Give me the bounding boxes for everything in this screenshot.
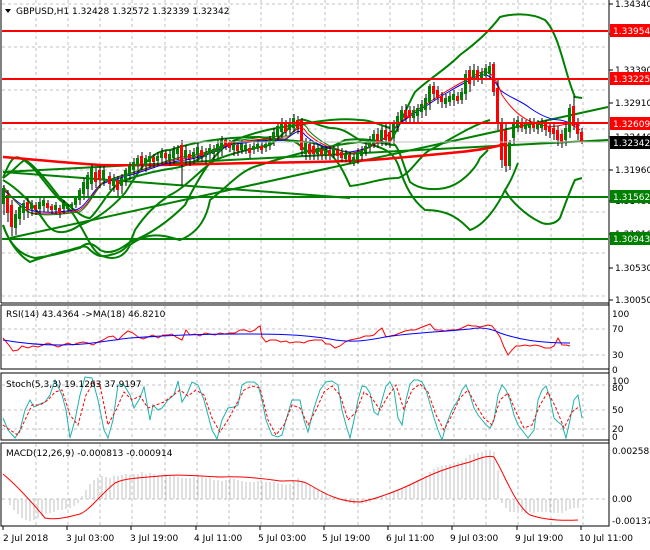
stoch-title: Stoch(5,3,3) 19.1263 37.9197 [6,380,141,390]
level-tag-support-1: 1.31562 [610,190,650,203]
price-grid [2,0,608,302]
svg-text:1.32342: 1.32342 [613,139,650,149]
macd-panel[interactable]: MACD(12,26,9) -0.000813 -0.000914 0.0025… [2,444,650,527]
macd-tick: -0.001376 [612,517,650,527]
macd-tick: 0.002583 [612,447,650,457]
rsi-line [2,323,571,356]
svg-text:1.30943: 1.30943 [613,235,650,245]
panel-frames [0,0,610,527]
time-tick: 9 Jul 03:00 [450,534,499,544]
price-tick: 1.34340 [615,0,650,10]
svg-text:1.33954: 1.33954 [613,27,650,37]
rsi-tick: 30 [612,351,624,361]
time-tick: 10 Jul 11:00 [579,534,633,544]
dropdown-triangle-icon[interactable] [5,9,11,13]
rising-trendline-1 [9,106,609,239]
horizontal-levels [2,30,608,240]
price-tick: 1.31960 [615,166,650,176]
level-tag-support-2: 1.30943 [610,232,650,245]
time-tick: 6 Jul 11:00 [386,534,435,544]
rsi-title: RSI(14) 43.4364 ->MA(18) 46.8210 [6,310,166,320]
time-tick: 5 Jul 03:00 [258,534,307,544]
stoch-grid [2,374,608,439]
current-price-tag: 1.32342 [610,136,650,149]
rsi-ma-line [2,327,571,346]
level-tag-resistance-1: 1.33954 [610,24,650,37]
svg-text:1.33225: 1.33225 [613,75,650,85]
price-tick: 1.30530 [615,264,650,274]
level-tag-resistance-2: 1.33225 [610,72,650,85]
level-tag-resistance-3: 1.32609 [610,117,650,130]
rsi-tick: 70 [612,325,624,335]
stoch-signal-line [2,381,581,436]
macd-signal-line [2,455,579,521]
stoch-tick: 50 [612,406,624,416]
slow-ma-line [2,142,506,167]
price-tick: 1.30050 [615,296,650,306]
rsi-tick: 0 [612,366,618,376]
stoch-tick: 100 [612,377,629,387]
price-panel[interactable]: GBPUSD,H1 1.32428 1.32572 1.32339 1.3234… [2,0,609,302]
stoch-tick: 20 [612,425,624,435]
time-tick: 4 Jul 11:00 [194,534,243,544]
svg-text:1.31562: 1.31562 [613,193,650,203]
candlesticks [2,62,583,236]
time-tick: 5 Jul 19:00 [322,534,371,544]
price-axis[interactable]: 1.34340 1.33860 1.33390 1.32910 1.32440 … [609,0,650,306]
time-tick: 3 Jul 19:00 [130,534,179,544]
time-axis[interactable]: 2 Jul 2018 3 Jul 03:00 3 Jul 19:00 4 Jul… [1,525,633,544]
svg-text:1.32609: 1.32609 [613,120,650,130]
stoch-tick: 80 [612,384,624,394]
rsi-tick: 100 [612,310,629,320]
descending-trendline [2,171,351,199]
time-tick: 2 Jul 2018 [3,534,48,544]
time-tick: 3 Jul 03:00 [66,534,115,544]
macd-title: MACD(12,26,9) -0.000813 -0.000914 [6,449,173,459]
price-tick: 1.32910 [615,99,650,109]
chart-header: GBPUSD,H1 1.32428 1.32572 1.32339 1.3234… [5,7,229,17]
stoch-tick: 0 [612,433,618,443]
stochastic-panel[interactable]: Stoch(5,3,3) 19.1263 37.9197 100 80 50 2… [2,374,629,443]
price-tick: 1.33390 [615,66,650,76]
rsi-panel[interactable]: RSI(14) 43.4364 ->MA(18) 46.8210 100 70 … [2,306,629,376]
time-tick: 9 Jul 19:00 [515,534,564,544]
symbol-ohlc-label: GBPUSD,H1 1.32428 1.32572 1.32339 1.3234… [16,7,229,17]
macd-grid [2,444,608,525]
macd-tick: 0.00 [612,495,632,505]
rsi-grid [2,306,608,368]
